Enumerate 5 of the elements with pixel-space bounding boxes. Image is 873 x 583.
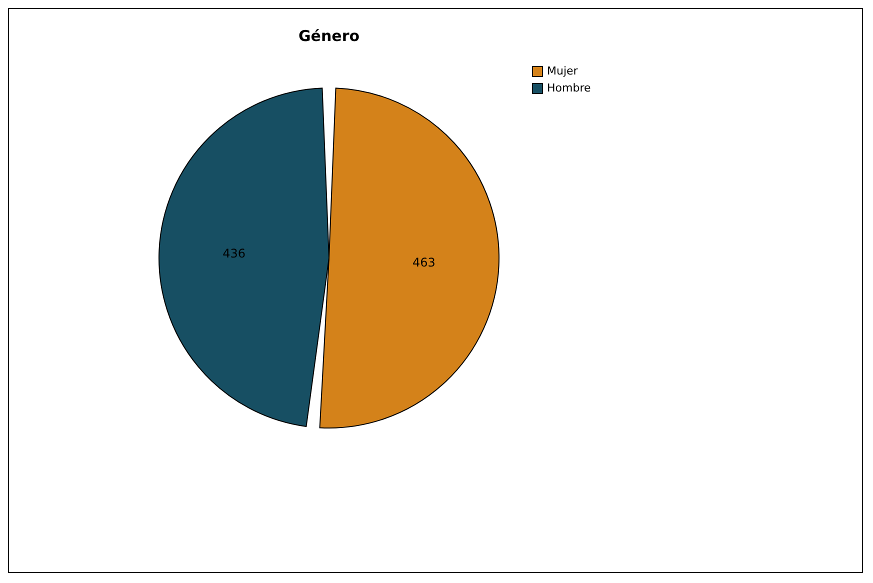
legend-label: Mujer [547, 64, 578, 78]
data-label: 463 [412, 255, 436, 270]
legend-label: Hombre [547, 82, 591, 94]
chart-title: Género [298, 27, 360, 45]
data-label: 436 [222, 246, 246, 261]
